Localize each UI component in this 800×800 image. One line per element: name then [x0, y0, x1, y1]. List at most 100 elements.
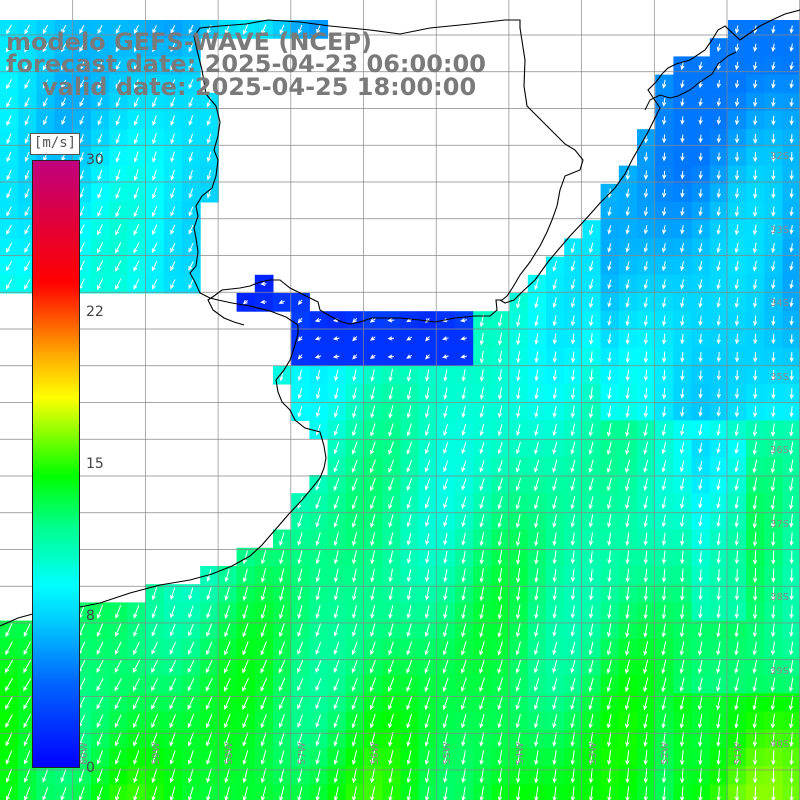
- wind-arrow: [789, 514, 794, 528]
- wind-arrow: [260, 622, 267, 638]
- wind-arrow: [534, 278, 539, 291]
- wind-arrow: [443, 496, 449, 509]
- wind-arrow: [442, 336, 449, 341]
- wind-arrow: [789, 587, 794, 601]
- wind-arrow: [170, 43, 176, 53]
- wind-arrow: [661, 315, 667, 327]
- wind-arrow: [97, 43, 103, 53]
- wind-arrow: [460, 695, 467, 711]
- wind-arrow: [716, 713, 721, 729]
- wind-arrow: [24, 97, 30, 108]
- wind-arrow: [351, 532, 358, 547]
- wind-arrow: [552, 786, 557, 800]
- wind-arrow: [406, 713, 413, 729]
- wind-arrow: [314, 318, 322, 323]
- wind-arrow: [424, 768, 430, 784]
- colorbar-tick-0: 0: [86, 760, 95, 776]
- wind-arrow: [406, 496, 412, 510]
- wind-arrow: [42, 61, 49, 71]
- wind-arrow: [752, 423, 758, 437]
- wind-arrow: [23, 677, 32, 692]
- wind-arrow: [752, 406, 758, 418]
- wind-arrow: [698, 98, 703, 107]
- wind-arrow: [588, 405, 594, 419]
- wind-arrow: [789, 115, 794, 126]
- wind-arrow: [115, 786, 121, 800]
- wind-arrow: [643, 351, 649, 364]
- wind-arrow: [224, 695, 231, 710]
- wind-arrow: [661, 586, 667, 602]
- wind-arrow: [607, 568, 612, 583]
- wind-arrow: [771, 532, 776, 547]
- wind-arrow: [643, 604, 648, 620]
- wind-arrow: [152, 151, 157, 163]
- wind-arrow: [552, 750, 557, 766]
- wind-arrow: [115, 768, 121, 783]
- wind-arrow: [625, 713, 630, 729]
- wind-arrow: [242, 732, 249, 747]
- wind-arrow: [133, 732, 140, 747]
- wind-arrow: [388, 677, 395, 692]
- wind-arrow: [242, 604, 249, 620]
- wind-arrow: [315, 514, 321, 528]
- wind-arrow: [661, 550, 667, 565]
- wind-arrow: [97, 133, 103, 144]
- wind-arrow: [661, 695, 667, 711]
- wind-arrow: [24, 115, 30, 126]
- wind-arrow: [460, 336, 467, 341]
- wind-arrow: [625, 423, 630, 437]
- wind-arrow: [79, 115, 84, 126]
- wind-arrow: [96, 605, 103, 619]
- wind-arrow: [61, 115, 66, 126]
- wind-arrow: [406, 386, 412, 401]
- wind-arrow: [460, 659, 467, 674]
- wind-arrow: [424, 659, 431, 674]
- wind-arrow: [661, 786, 667, 800]
- wind-arrow: [406, 423, 412, 437]
- wind-arrow: [333, 478, 340, 492]
- wind-arrow: [606, 423, 612, 437]
- wind-arrow: [169, 714, 177, 729]
- wind-arrow: [443, 768, 448, 784]
- wind-arrow: [97, 24, 103, 35]
- wind-arrow: [297, 317, 303, 324]
- wind-arrow: [606, 641, 612, 656]
- wind-arrow: [388, 586, 394, 601]
- wind-arrow: [570, 532, 576, 546]
- wind-arrow: [334, 387, 339, 400]
- wind-arrow: [352, 369, 357, 382]
- wind-arrow: [497, 314, 503, 328]
- wind-arrow: [753, 79, 758, 89]
- wind-arrow: [789, 352, 794, 363]
- wind-arrow: [6, 115, 12, 126]
- wind-arrow: [333, 732, 340, 747]
- wind-arrow: [589, 351, 594, 364]
- wind-arrow: [224, 714, 231, 729]
- wind-arrow: [23, 732, 31, 747]
- wind-arrow: [789, 279, 794, 290]
- wind-arrow: [461, 750, 466, 765]
- wind-arrow: [752, 623, 758, 638]
- wind-arrow: [187, 695, 195, 710]
- wind-arrow: [334, 405, 339, 418]
- wind-arrow: [734, 622, 739, 638]
- wind-arrow: [734, 713, 739, 729]
- wind-arrow: [388, 768, 394, 784]
- colorbar-tick-22: 22: [86, 304, 104, 320]
- wind-arrow: [406, 786, 412, 800]
- wind-arrow: [734, 460, 739, 473]
- wind-arrow: [169, 623, 176, 637]
- wind-arrow: [516, 550, 521, 565]
- wind-arrow: [42, 768, 49, 783]
- wind-arrow: [679, 713, 685, 729]
- wind-arrow: [278, 299, 285, 304]
- wind-arrow: [752, 441, 757, 456]
- wind-arrow: [497, 731, 503, 747]
- wind-arrow: [589, 369, 594, 382]
- wind-arrow: [461, 732, 467, 747]
- wind-arrow: [716, 224, 721, 236]
- wind-arrow: [497, 677, 504, 692]
- wind-arrow: [789, 605, 794, 619]
- title-valid-date: valid date: 2025-04-25 18:00:00: [42, 73, 477, 101]
- wind-arrow: [133, 79, 139, 90]
